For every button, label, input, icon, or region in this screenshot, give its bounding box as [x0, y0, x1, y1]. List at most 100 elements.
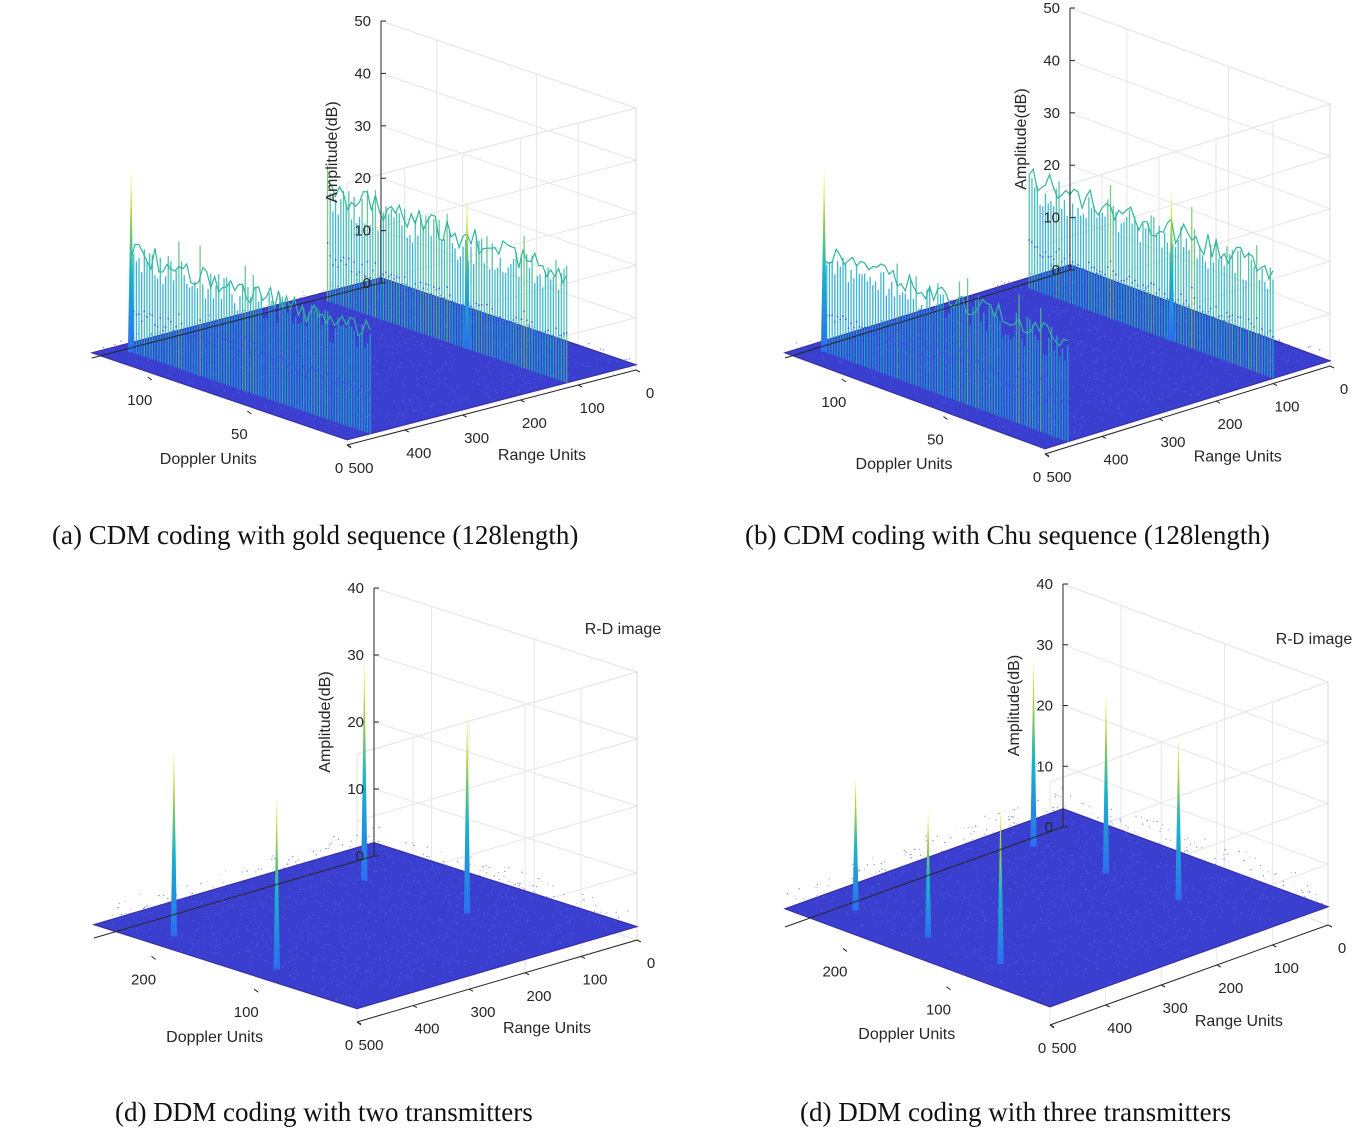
- ridge-dot: [934, 355, 936, 358]
- ridge-dot: [435, 288, 438, 291]
- ridge-dot: [977, 359, 980, 362]
- ridge-dot: [1239, 316, 1242, 319]
- ridge-dot: [409, 288, 411, 291]
- range-tick: [1160, 984, 1166, 988]
- ridge-dot: [231, 347, 233, 349]
- ridge-dot: [1266, 339, 1269, 341]
- ridge-dot: [1093, 266, 1096, 269]
- ridge-dot: [525, 319, 528, 322]
- ridge-dot: [1066, 265, 1069, 268]
- ridge-envelope: [130, 243, 371, 337]
- ridge-dot: [401, 283, 403, 285]
- ridge-dot: [847, 327, 850, 330]
- ridge-dot: [440, 297, 443, 300]
- ridge-envelope: [823, 247, 1069, 347]
- z-axis-label: Amplitude(dB): [1013, 88, 1030, 189]
- ridge-dot: [1018, 367, 1020, 370]
- ridge-envelope: [327, 179, 568, 285]
- ridge-dot: [1190, 286, 1193, 289]
- range-tick-label: 200: [526, 988, 551, 1005]
- ridge-dot: [1047, 393, 1050, 395]
- ridge-dot: [302, 366, 305, 369]
- ridge-dot: [1253, 326, 1255, 328]
- z-tick-label: 0: [1045, 819, 1053, 836]
- ridge-dot: [358, 389, 361, 392]
- ridge-dot: [988, 366, 991, 369]
- ridge-dot: [1071, 261, 1074, 263]
- ridge-dot: [446, 286, 449, 289]
- ridge-dot: [1052, 258, 1055, 261]
- ridge-dot: [915, 338, 918, 341]
- ridge-dot: [836, 315, 839, 318]
- doppler-axis: [93, 855, 375, 939]
- ridge-dot: [416, 290, 419, 293]
- ridge-dot: [143, 310, 146, 313]
- doppler-tick-label: 100: [234, 1004, 259, 1021]
- ridge-dot: [146, 315, 148, 318]
- ridge-dot: [833, 321, 836, 323]
- peak-spike: [361, 659, 368, 881]
- ridge-dot: [414, 282, 417, 285]
- ridge-dot: [528, 326, 531, 328]
- ridge-dot: [890, 336, 893, 338]
- ridge-dot: [350, 270, 353, 273]
- ridge-dot: [419, 281, 422, 284]
- grid-z: [346, 20, 638, 184]
- range-tick-label: 200: [522, 415, 547, 432]
- ridge-dot: [252, 342, 255, 345]
- ridge-dot: [443, 296, 446, 299]
- ridge-dot: [1044, 251, 1047, 253]
- ridge-dot: [371, 269, 374, 272]
- peak-spike: [924, 809, 932, 938]
- ridge-dot: [1247, 318, 1250, 321]
- ridge-dot: [996, 372, 999, 375]
- range-tick-label: 0: [1340, 381, 1348, 398]
- ridge-dot: [1220, 314, 1223, 317]
- doppler-axis-label: Doppler Units: [160, 451, 257, 468]
- ridge-dot: [329, 255, 332, 257]
- ridge-dot: [326, 372, 329, 375]
- range-tick: [1158, 418, 1164, 422]
- ridge-dot: [893, 343, 896, 345]
- ridge-dot: [1010, 385, 1012, 388]
- ridge-dot: [863, 326, 866, 329]
- ridge-dot: [966, 349, 969, 352]
- ridge-dot: [1041, 256, 1044, 258]
- peak: [1175, 736, 1182, 901]
- ridge-dot: [334, 258, 337, 261]
- range-tick: [1272, 944, 1277, 948]
- range-tick: [524, 972, 530, 976]
- peak-spike: [273, 795, 280, 970]
- ridge-dot: [398, 277, 401, 279]
- ridge-dot: [470, 305, 472, 308]
- ridge-dot: [225, 338, 228, 341]
- ridge-dot: [1204, 314, 1207, 316]
- ridge-dot: [1090, 266, 1093, 269]
- ridge-dot: [1096, 272, 1098, 275]
- ridge-dot: [1001, 383, 1004, 386]
- ridge-dot: [361, 384, 364, 387]
- chart-c: 0 10 20 30 40 Amplitude(dB) 0 100 200 Doppler Uni…: [91, 580, 661, 1054]
- doppler-tick: [247, 410, 252, 415]
- ridge-dot: [942, 352, 945, 354]
- ridge-dot: [993, 370, 996, 373]
- doppler-axis: [784, 269, 1071, 359]
- ridge-dot: [926, 346, 928, 349]
- ridge-dot: [991, 368, 993, 371]
- z-axis-label: Amplitude(dB): [324, 101, 341, 202]
- ridge-dot: [347, 257, 350, 260]
- ridge-dot: [1101, 271, 1104, 273]
- ridge-dot: [888, 338, 890, 341]
- ridge-dot: [947, 361, 950, 364]
- ridge-dot: [1223, 319, 1226, 322]
- range-axis: [346, 369, 637, 446]
- ridge-dot: [331, 263, 334, 266]
- ridge-dot: [828, 314, 831, 317]
- ridge-dot: [939, 351, 942, 354]
- ridge-dot: [1028, 239, 1031, 241]
- ridge-dot: [520, 318, 523, 321]
- ridge-dot: [1180, 293, 1182, 296]
- caption-c: (d) DDM coding with two transmitters: [115, 1097, 533, 1127]
- ridge-dot: [494, 320, 496, 323]
- ridge-dot: [1026, 379, 1029, 382]
